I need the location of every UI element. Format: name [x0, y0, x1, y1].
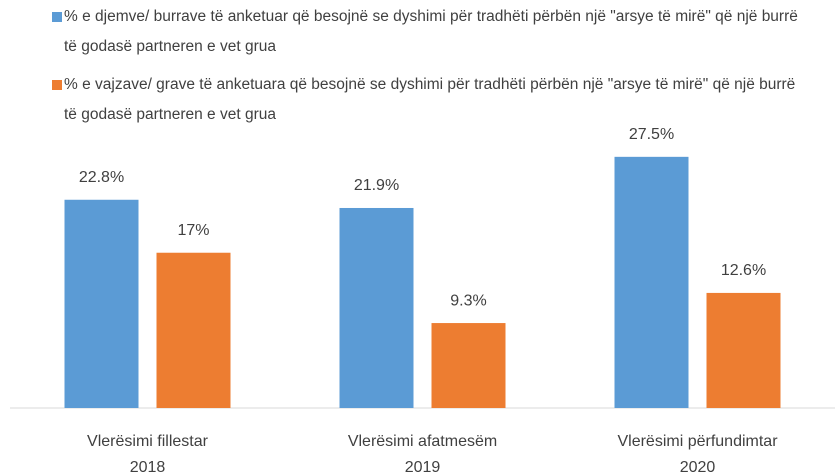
x-tick-label: 2018 [130, 459, 166, 476]
legend-swatch [52, 12, 62, 22]
value-label: 12.6% [721, 262, 766, 279]
x-tick-label: 2020 [680, 459, 716, 476]
value-label: 21.9% [354, 177, 399, 194]
x-tick-label: Vlerësimi fillestar [87, 433, 209, 450]
legend-swatch [52, 80, 62, 90]
bar [706, 292, 781, 408]
x-tick-label: Vlerësimi afatmesëm [348, 433, 497, 450]
x-tick-label: 2019 [405, 459, 441, 476]
value-label: 27.5% [629, 126, 674, 143]
legend-item: % e vajzave/ grave të anketuara që besoj… [52, 70, 802, 130]
bar [431, 323, 506, 408]
value-label: 9.3% [450, 292, 486, 309]
bar [339, 207, 414, 408]
legend-label: % e djemve/ burrave të anketuar që besoj… [64, 8, 798, 55]
bar [614, 156, 689, 408]
x-tick-label: Vlerësimi përfundimtar [617, 433, 778, 450]
value-label: 22.8% [79, 169, 124, 186]
bar [156, 252, 231, 408]
legend: % e djemve/ burrave të anketuar që besoj… [52, 2, 802, 138]
legend-label: % e vajzave/ grave të anketuara që besoj… [64, 76, 796, 123]
bar [64, 199, 139, 408]
legend-item: % e djemve/ burrave të anketuar që besoj… [52, 2, 802, 62]
value-label: 17% [177, 222, 209, 239]
